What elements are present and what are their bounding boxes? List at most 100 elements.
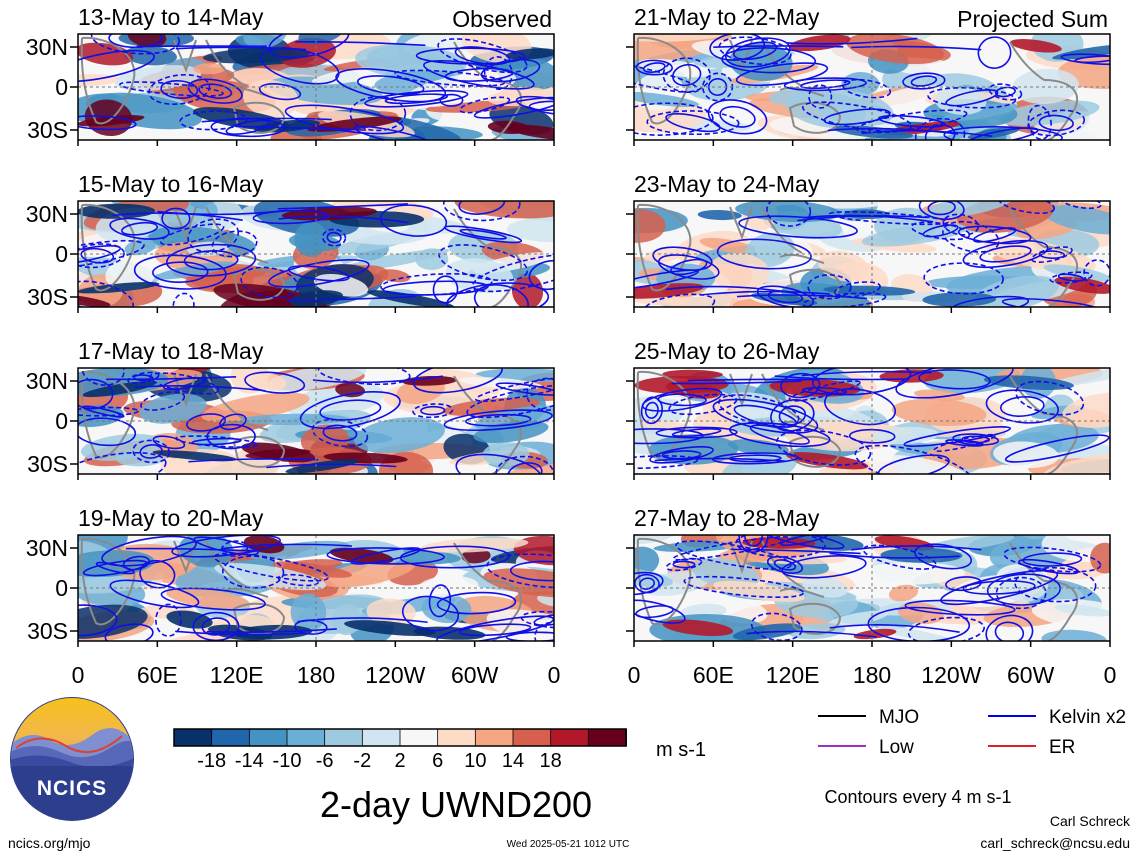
lon-axis-left: 0 60E 120E 180 120W 60W 0 [72,662,561,688]
lat-tick-label: 0 [55,241,68,267]
colorbar-swatch [550,728,590,747]
coastline [1009,208,1045,248]
panel-tag: Projected Sum [957,6,1108,32]
colorbar-tick-label: -18 [197,750,226,772]
shading-field [78,201,554,307]
coastline [80,537,136,626]
lat-tick-label: 30N [26,368,68,394]
colorbar-tick-label: -14 [235,750,264,772]
panel-period: 25-May to 26-May [634,338,820,364]
colorbar-swatch [399,728,439,747]
coastline [205,373,247,421]
shading-field [634,368,1110,474]
footer-author: Carl Schreck [1050,813,1131,829]
coastline [1043,79,1079,140]
shading-field [634,34,1110,140]
panel-period: 27-May to 28-May [634,505,820,531]
colorbar-swatch [587,728,627,747]
lon-tick-label: 60E [693,662,734,688]
kelvin-contours [634,34,1110,140]
shading-field [78,368,554,474]
kelvin-contours [78,535,554,641]
lat-tick-label: 30S [27,117,68,143]
footer-url: ncics.org/mjo [8,835,91,851]
legend-item: Kelvin x2 [988,707,1126,728]
coastline [205,206,247,254]
coastline [223,420,269,431]
panel-period: 19-May to 20-May [78,505,264,531]
legend-label: Kelvin x2 [1049,707,1126,728]
shading-field [634,535,1110,641]
coastline [1009,375,1045,415]
coastline [636,537,692,626]
coastline [1043,580,1079,641]
coastline [636,203,692,292]
colorbar-tick-label: -2 [353,750,371,772]
coastline [487,79,523,140]
coastline [779,253,825,264]
lat-tick-label: 30S [27,451,68,477]
kelvin-contours [634,368,1110,474]
panel-period: 15-May to 16-May [78,171,264,197]
legend-label: MJO [879,707,919,728]
lat-tick-label: 30S [27,618,68,644]
coastline [80,36,136,125]
colorbar-swatch [286,728,326,747]
map-panel: 30N 0 30S 13-May to 14-May Observed [26,4,555,146]
coastline [788,268,842,301]
lon-tick-label: 120E [766,662,820,688]
coastline [232,435,286,468]
ncics-logo: NCICS [10,697,134,821]
lon-axis-right: 0 60E 120E 180 120W 60W 0 [628,662,1117,688]
coastline [636,370,692,459]
panel-period: 23-May to 24-May [634,171,820,197]
coastline [636,36,692,125]
lon-tick-label: 0 [1104,662,1117,688]
lat-tick-label: 0 [55,74,68,100]
coastline [1043,413,1079,474]
coastline [788,435,842,468]
legend-item: ER [988,737,1075,758]
coastline [729,373,753,407]
panel-period: 21-May to 22-May [634,4,820,30]
colorbar-tick-label: 2 [394,750,405,772]
colorbar-tick-label: -10 [273,750,302,772]
lon-tick-label: 60W [1007,662,1055,688]
contour-note: Contours every 4 m s-1 [824,787,1011,807]
lon-tick-label: 180 [297,662,335,688]
lon-tick-label: 120E [210,662,264,688]
lon-tick-label: 120W [365,662,425,688]
coastline [173,540,197,574]
colorbar-swatch [173,728,213,747]
colorbar-swatch [248,728,288,747]
coastline [453,542,489,582]
lon-tick-label: 0 [72,662,85,688]
lat-tick-label: 30S [27,284,68,310]
panel-tag: Observed [452,6,552,32]
shading-field [78,535,554,641]
panel-period: 13-May to 14-May [78,4,264,30]
lon-tick-label: 0 [548,662,561,688]
main-title: 2-day UWND200 [320,784,592,825]
map-panel: 23-May to 24-May [626,171,1111,313]
colorbar-swatch [324,728,364,747]
lat-tick-label: 30N [26,201,68,227]
legend-item: MJO [818,707,919,728]
map-panel: 30N 0 30S 15-May to 16-May [26,171,555,313]
lat-tick-label: 0 [55,575,68,601]
shading-field [634,201,1110,307]
kelvin-contours [78,201,554,307]
lon-tick-label: 120W [921,662,981,688]
colorbar: -18 -14 -10 -6 -2 2 6 10 14 18 [173,728,627,772]
kelvin-contours [634,535,1102,641]
coastline [232,101,286,134]
colorbar-swatch [211,728,251,747]
colorbar-tick-label: 6 [432,750,443,772]
colorbar-tick-label: 18 [540,750,562,772]
footer-email: carl_schreck@ncsu.edu [980,835,1130,851]
colorbar-swatch [437,728,477,747]
lat-tick-label: 0 [55,408,68,434]
colorbar-tick-label: -6 [316,750,334,772]
coastline [173,39,197,73]
